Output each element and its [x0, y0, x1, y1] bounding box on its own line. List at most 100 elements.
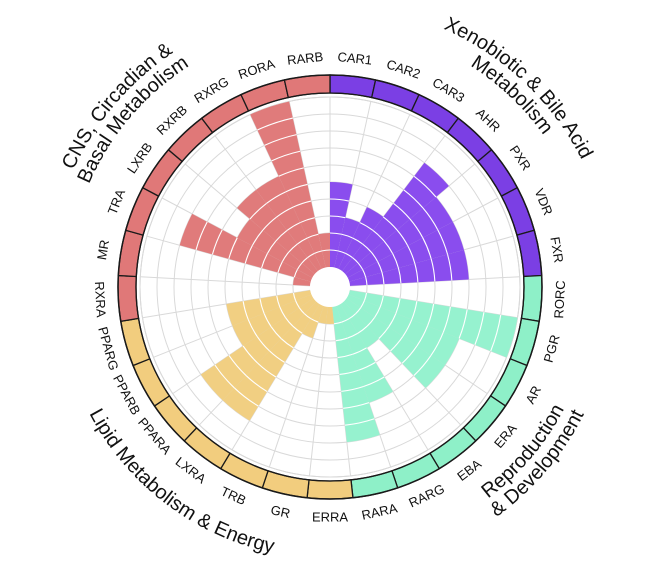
bar-pgr: [348, 290, 518, 358]
grid-spoke: [268, 305, 325, 468]
bar-cell-line: [329, 232, 342, 235]
bar-fxr: [349, 249, 469, 286]
ring-segment-erra: [306, 479, 354, 500]
bar-cell-line: [228, 355, 247, 376]
bar-cell-line: [251, 229, 264, 247]
receptor-label-ahr: AHR: [473, 105, 503, 135]
bar-cell-line: [427, 303, 435, 327]
receptor-label-rarg: RARG: [406, 481, 446, 510]
bar-cell-line: [307, 252, 315, 258]
bar-cell-line: [278, 167, 304, 177]
receptor-label-rorc: RORC: [551, 280, 568, 319]
bar-cell-line: [301, 257, 308, 264]
bar-cell-line: [307, 233, 319, 239]
bar-cell-line: [314, 250, 323, 254]
bar-cell-line: [378, 326, 390, 339]
bar-cell-line: [256, 336, 270, 352]
bar-cell-line: [403, 189, 424, 209]
bar-cell-line: [401, 345, 418, 364]
bar-cell-line: [430, 331, 444, 356]
receptor-label-vdr: VDR: [532, 186, 556, 217]
bar-cell-line: [211, 229, 223, 255]
bar-gr: [318, 305, 328, 324]
receptor-label-tra: TRA: [105, 187, 129, 217]
receptor-label-trb: TRB: [218, 483, 248, 508]
bar-cell-line: [345, 252, 353, 258]
ring-outline-inner: [135, 92, 525, 482]
receptor-label-lxrb: LXRB: [124, 140, 155, 177]
receptor-label-car2: CAR2: [385, 56, 423, 81]
grid-spoke: [308, 306, 329, 476]
bar-cell-line: [329, 198, 350, 202]
bar-cell-line: [383, 240, 394, 255]
receptor-label-ar: AR: [522, 383, 544, 406]
bar-trb: [302, 304, 324, 339]
bar-cell-line: [337, 353, 353, 359]
bar-cell-line: [296, 237, 308, 245]
bar-rxrg: [256, 176, 322, 272]
bar-cell-line: [214, 364, 235, 389]
bar-cell-line: [242, 301, 249, 320]
bar-cell-line: [276, 295, 281, 308]
bar-cell-line: [259, 298, 265, 314]
bar-cell-line: [344, 418, 375, 426]
bar-cell-line: [430, 258, 436, 282]
bar-cell-line: [275, 230, 288, 242]
bar-cell-line: [437, 229, 449, 255]
receptor-label-car3: CAR3: [430, 75, 467, 106]
bar-ahr: [342, 162, 449, 275]
bar-cell-line: [286, 222, 301, 231]
bar-cell-line: [362, 243, 372, 253]
bar-cell-line: [281, 251, 290, 262]
bar-cell-line: [335, 337, 348, 342]
bar-cell-line: [257, 362, 277, 378]
bar-cell-line: [341, 385, 364, 392]
bar-cell-line: [329, 215, 346, 219]
bar-cell-line: [381, 272, 385, 285]
bar-cell-line: [360, 300, 365, 309]
bar-cell-line: [377, 261, 383, 273]
bar-cell-line: [392, 253, 399, 269]
receptor-label-car1: CAR1: [337, 49, 373, 68]
receptor-label-erra: ERRA: [312, 510, 348, 525]
receptor-label-pgr: PGR: [541, 333, 563, 364]
bar-cell-line: [292, 292, 297, 301]
bar-cell-line: [402, 319, 413, 337]
bar-cell-line: [357, 262, 364, 270]
bar-cell-line: [343, 402, 370, 409]
bar-cell-line: [247, 319, 258, 337]
bar-cell-line: [395, 298, 401, 314]
receptor-label-rxrg: RXRG: [191, 74, 231, 106]
bar-cell-line: [245, 375, 268, 393]
bar-cell-line: [299, 217, 315, 224]
bar-cell-line: [390, 336, 404, 352]
bar-cell-line: [413, 355, 432, 376]
bar-cell-line: [339, 369, 359, 376]
bar-pxr: [345, 197, 453, 278]
bar-cell-line: [266, 191, 287, 204]
bar-cell-line: [397, 267, 402, 284]
receptor-label-rxra: RXRA: [92, 281, 109, 318]
receptor-label-fxr: FXR: [547, 236, 566, 264]
bar-cell-line: [321, 249, 331, 252]
bar-cell-line: [269, 350, 285, 363]
bar-cell-line: [341, 233, 353, 239]
bar-cell-line: [298, 307, 305, 315]
bar-cell-line: [366, 316, 376, 327]
receptor-label-pxr: PXR: [507, 143, 534, 174]
bar-rarg: [336, 304, 393, 403]
bar-cell-line: [359, 222, 374, 231]
bar-cell-line: [422, 237, 432, 260]
bar-pparb: [232, 294, 314, 346]
bar-cell-line: [295, 300, 300, 309]
bar-cell-line: [276, 206, 294, 218]
bar-cell-line: [270, 326, 282, 339]
receptor-label-gr: GR: [269, 502, 291, 521]
bar-cell-line: [442, 306, 451, 333]
bar-cell-line: [409, 218, 424, 239]
bars: [179, 101, 518, 443]
bar-lxrb: [237, 219, 315, 278]
bar-car2: [334, 217, 360, 269]
bar-ppara: [200, 298, 317, 401]
